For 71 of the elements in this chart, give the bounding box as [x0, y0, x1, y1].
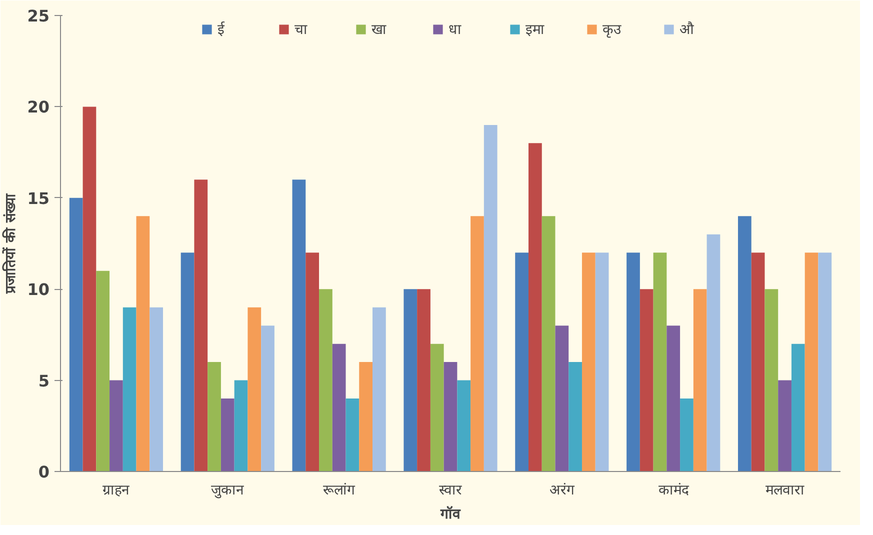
bar [595, 252, 609, 472]
bar [332, 344, 346, 472]
bar [292, 180, 306, 472]
bar [555, 326, 569, 472]
x-tick-label: रूलांग [323, 482, 356, 498]
legend-label: कृउ [602, 21, 622, 38]
bar [372, 307, 386, 472]
bar [208, 362, 221, 472]
bar [150, 307, 164, 472]
y-axis-title: प्रजातियों की संख्या [2, 192, 20, 294]
bar [751, 252, 765, 472]
bar [346, 398, 360, 472]
bar [96, 270, 110, 472]
legend-label: औ [680, 20, 695, 38]
bar [568, 362, 582, 472]
legend-label: इमा [526, 21, 546, 38]
bar [693, 289, 707, 472]
bar [626, 252, 640, 472]
bar [653, 252, 667, 472]
y-tick-label: 20 [27, 98, 50, 117]
y-tick-label: 5 [38, 371, 50, 390]
bar [110, 380, 123, 472]
x-axis-title: गॉव [440, 506, 462, 522]
bar [764, 289, 778, 472]
legend-label: खा [372, 21, 388, 38]
bar [359, 362, 372, 472]
bar [680, 398, 694, 472]
y-tick-label: 25 [27, 6, 50, 26]
legend-label: ई [218, 20, 226, 38]
x-tick-label: कामंद [658, 482, 690, 498]
y-tick-label: 0 [38, 462, 50, 482]
bar [404, 289, 418, 472]
bar [778, 380, 792, 472]
bar [136, 216, 150, 472]
y-tick-label: 10 [27, 280, 50, 300]
bar [69, 198, 83, 472]
bar [528, 143, 542, 472]
bar [248, 307, 262, 472]
bar [306, 252, 320, 472]
bar [706, 234, 720, 472]
y-tick-label: 15 [27, 188, 50, 208]
bar [194, 180, 208, 472]
bar [220, 398, 234, 472]
bar [484, 124, 498, 472]
x-tick-label: जुकान [211, 482, 244, 498]
bar [582, 252, 596, 472]
x-tick-label: मलवारा [765, 482, 804, 498]
bar [542, 216, 556, 472]
legend-label: धा [448, 21, 462, 38]
bar [738, 216, 752, 472]
bar [122, 307, 136, 472]
legend-label: चा [294, 21, 308, 38]
x-tick-label: स्वार [439, 482, 462, 498]
bar [804, 252, 818, 472]
bar [444, 362, 458, 472]
bar [261, 326, 274, 472]
bar [470, 216, 484, 472]
bar [457, 380, 471, 472]
bar [791, 344, 805, 472]
bar [417, 289, 430, 472]
bar [640, 289, 654, 472]
bar [234, 380, 248, 472]
bar [180, 252, 194, 472]
x-tick-label: अरंग [549, 482, 576, 498]
bar [430, 344, 444, 472]
bar [818, 252, 832, 472]
bar [666, 326, 680, 472]
bar [82, 106, 96, 472]
bar [319, 289, 332, 472]
x-tick-label: ग्राहन [102, 482, 130, 498]
bar [515, 252, 528, 472]
